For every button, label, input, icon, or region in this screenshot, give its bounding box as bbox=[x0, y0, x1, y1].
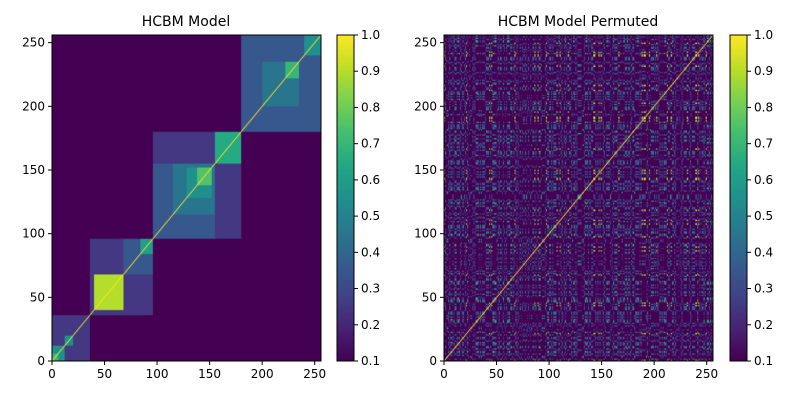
x-tick-label: 250 bbox=[695, 367, 718, 381]
colorbar-tick-label: 0.4 bbox=[361, 245, 380, 259]
colorbar-tick-label: 0.6 bbox=[754, 173, 773, 187]
x-tick-label: 100 bbox=[538, 367, 561, 381]
colorbar-tick-label: 0.8 bbox=[754, 100, 773, 114]
colorbar-tick-label: 0.9 bbox=[361, 64, 380, 78]
colorbar-tick-label: 0.8 bbox=[361, 100, 380, 114]
y-axis: 0 50 100 150 200 250 bbox=[22, 36, 52, 368]
y-tick-label: 100 bbox=[22, 227, 45, 241]
y-tick-label: 150 bbox=[414, 163, 437, 177]
x-tick-label: 250 bbox=[303, 367, 326, 381]
colorbar-tick-label: 1.0 bbox=[361, 28, 380, 42]
y-tick-label: 250 bbox=[22, 36, 45, 50]
colorbar-tick-label: 0.7 bbox=[361, 137, 380, 151]
colorbar-tick-label: 0.7 bbox=[754, 137, 773, 151]
x-tick-label: 0 bbox=[440, 367, 448, 381]
x-axis: 0 50 100 150 200 250 bbox=[48, 361, 326, 381]
colorbar-frame bbox=[336, 34, 355, 362]
plot-frame bbox=[51, 34, 322, 362]
x-tick-label: 100 bbox=[146, 367, 169, 381]
x-tick-label: 150 bbox=[590, 367, 613, 381]
colorbar-tick-label: 0.3 bbox=[754, 282, 773, 296]
colorbar-image bbox=[730, 35, 747, 361]
colorbar-tick-label: 0.2 bbox=[361, 318, 380, 332]
x-tick-label: 200 bbox=[643, 367, 666, 381]
y-tick-label: 200 bbox=[414, 99, 437, 113]
chart-title: HCBM Model Permuted bbox=[498, 14, 659, 30]
colorbar-tick-label: 0.4 bbox=[754, 245, 773, 259]
colorbar-tick-label: 0.2 bbox=[754, 318, 773, 332]
colorbar-frame bbox=[729, 34, 748, 362]
panel-hcbm-model: HCBM Model 0 50 100 150 200 250 0 50 100 150 200 2… bbox=[22, 14, 380, 381]
colorbar-axis: 0.1 0.2 0.3 0.4 0.5 0.6 0.7 0.8 0.9 1.0 bbox=[747, 28, 773, 368]
colorbar-tick-label: 0.6 bbox=[361, 173, 380, 187]
y-tick-label: 50 bbox=[30, 290, 45, 304]
y-tick-label: 0 bbox=[429, 354, 437, 368]
heatmap-image bbox=[444, 35, 713, 361]
x-tick-label: 150 bbox=[198, 367, 221, 381]
colorbar-tick-label: 1.0 bbox=[754, 28, 773, 42]
colorbar-tick-label: 0.3 bbox=[361, 282, 380, 296]
heatmap-image bbox=[52, 35, 321, 361]
colorbar-image bbox=[337, 35, 354, 361]
y-tick-label: 150 bbox=[22, 163, 45, 177]
plot-frame bbox=[443, 34, 714, 362]
colorbar-tick-label: 0.1 bbox=[754, 354, 773, 368]
colorbar-axis: 0.1 0.2 0.3 0.4 0.5 0.6 0.7 0.8 0.9 1.0 bbox=[354, 28, 380, 368]
y-tick-label: 200 bbox=[22, 99, 45, 113]
x-tick-label: 0 bbox=[48, 367, 56, 381]
x-tick-label: 50 bbox=[97, 367, 112, 381]
panel-hcbm-model-permuted: HCBM Model Permuted 0 50 100 150 200 250 0 50 1… bbox=[414, 14, 773, 381]
x-tick-label: 200 bbox=[251, 367, 274, 381]
y-axis: 0 50 100 150 200 250 bbox=[414, 36, 444, 368]
chart-title: HCBM Model bbox=[142, 14, 230, 30]
y-tick-label: 100 bbox=[414, 227, 437, 241]
colorbar-tick-label: 0.9 bbox=[754, 64, 773, 78]
x-axis: 0 50 100 150 200 250 bbox=[440, 361, 718, 381]
colorbar-tick-label: 0.5 bbox=[361, 209, 380, 223]
x-tick-label: 50 bbox=[489, 367, 504, 381]
y-tick-label: 250 bbox=[414, 36, 437, 50]
colorbar-tick-label: 0.5 bbox=[754, 209, 773, 223]
y-tick-label: 0 bbox=[37, 354, 45, 368]
y-tick-label: 50 bbox=[422, 290, 437, 304]
colorbar-tick-label: 0.1 bbox=[361, 354, 380, 368]
